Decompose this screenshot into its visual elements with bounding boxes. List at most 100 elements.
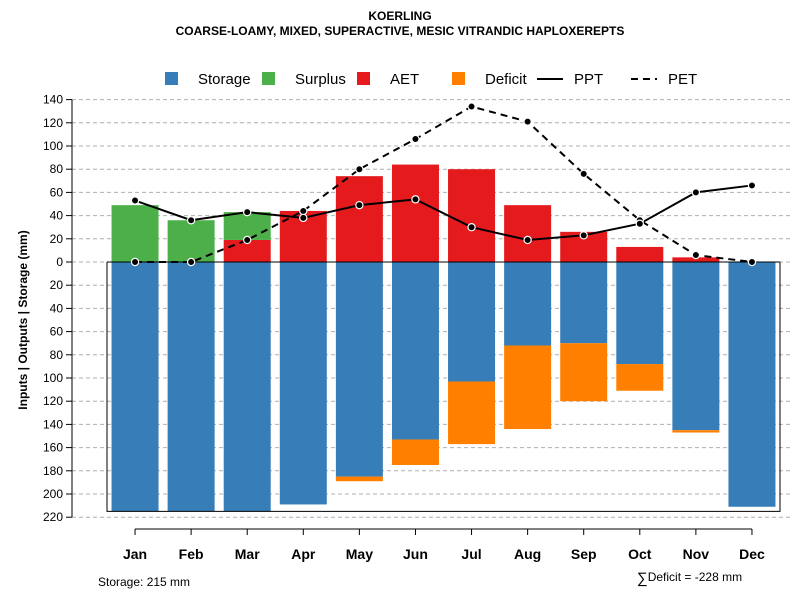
y-tick-label: 100 bbox=[43, 139, 63, 153]
deficit-bar bbox=[504, 345, 552, 430]
y-tick-label: 20 bbox=[50, 278, 64, 292]
ppt-point bbox=[579, 231, 588, 240]
pet-point bbox=[467, 102, 476, 111]
legend-swatch-storage bbox=[165, 72, 178, 85]
ppt-point bbox=[299, 213, 308, 223]
deficit-bar bbox=[616, 364, 664, 391]
storage-bar bbox=[616, 262, 664, 365]
surplus-bar bbox=[223, 212, 271, 240]
pet-point bbox=[747, 257, 757, 267]
ppt-point bbox=[243, 207, 252, 217]
y-tick-label: 160 bbox=[43, 441, 63, 455]
legend-label-deficit: Deficit bbox=[485, 71, 528, 88]
x-tick-label: Oct bbox=[628, 546, 652, 562]
deficit-bar bbox=[448, 381, 496, 445]
x-tick-label: Jul bbox=[461, 546, 481, 562]
plot-frame bbox=[106, 261, 781, 512]
pet-point bbox=[243, 235, 252, 245]
deficit-note: ∑Deficit = -228 mm bbox=[637, 570, 742, 587]
aet-bar bbox=[448, 169, 496, 262]
storage-bar bbox=[223, 262, 271, 512]
ppt-point bbox=[747, 181, 757, 190]
storage-bar bbox=[279, 262, 327, 505]
surplus-bar bbox=[111, 205, 159, 262]
x-tick-label: Aug bbox=[514, 546, 541, 562]
legend-swatch-aet bbox=[357, 72, 370, 85]
y-tick-label: 120 bbox=[43, 394, 63, 408]
x-tick-label: Jun bbox=[403, 546, 428, 562]
y-tick-label: 140 bbox=[43, 417, 63, 431]
x-tick-label: Mar bbox=[235, 546, 260, 562]
pet-point bbox=[411, 134, 420, 144]
y-tick-label: 80 bbox=[50, 348, 64, 362]
chart-title: KOERLING bbox=[368, 9, 432, 23]
ppt-point bbox=[523, 235, 532, 245]
deficit-bar bbox=[391, 439, 439, 465]
storage-bar bbox=[672, 262, 720, 431]
y-tick-label: 60 bbox=[50, 325, 64, 339]
pet-point bbox=[355, 164, 364, 174]
storage-bar bbox=[335, 262, 383, 477]
x-tick-label: Nov bbox=[683, 546, 710, 562]
legend-label-storage: Storage bbox=[198, 71, 251, 88]
chart-subtitle: COARSE-LOAMY, MIXED, SUPERACTIVE, MESIC … bbox=[175, 24, 625, 38]
y-tick-label: 120 bbox=[43, 116, 63, 130]
y-tick-label: 180 bbox=[43, 464, 63, 478]
ppt-point bbox=[130, 196, 140, 205]
y-tick-label: 0 bbox=[56, 255, 63, 269]
storage-bar bbox=[560, 262, 608, 344]
legend-swatch-surplus bbox=[262, 72, 275, 85]
ppt-point bbox=[635, 219, 644, 228]
x-tick-label: Feb bbox=[179, 546, 204, 562]
storage-bar bbox=[504, 262, 552, 346]
y-tick-label: 60 bbox=[50, 185, 64, 199]
storage-bar bbox=[448, 262, 496, 382]
y-tick-label: 100 bbox=[43, 371, 63, 385]
legend-label-aet: AET bbox=[390, 71, 419, 88]
storage-capacity-frame bbox=[106, 262, 781, 512]
aet-bar bbox=[223, 239, 271, 262]
x-tick-label: Apr bbox=[291, 546, 316, 562]
x-tick-label: Sep bbox=[571, 546, 597, 562]
aet-bar bbox=[335, 176, 383, 262]
deficit-bar bbox=[335, 476, 383, 482]
ppt-point bbox=[691, 188, 701, 197]
aet-bar bbox=[672, 257, 720, 262]
pet-point bbox=[523, 117, 532, 126]
legend-swatch-deficit bbox=[452, 72, 465, 85]
y-tick-label: 80 bbox=[50, 162, 64, 176]
ppt-point bbox=[411, 195, 420, 204]
storage-bar bbox=[391, 262, 439, 440]
bars bbox=[111, 164, 776, 512]
y-tick-label: 40 bbox=[50, 209, 64, 223]
lines bbox=[130, 102, 757, 267]
deficit-bar bbox=[560, 343, 608, 402]
sum-symbol: ∑ bbox=[637, 570, 648, 587]
y-tick-label: 40 bbox=[50, 301, 64, 315]
y-tick-label: 20 bbox=[50, 232, 64, 246]
pet-point bbox=[186, 257, 196, 267]
storage-note: Storage: 215 mm bbox=[98, 575, 191, 589]
deficit-note-text: Deficit = -228 mm bbox=[647, 570, 743, 584]
x-tick-label: Dec bbox=[739, 546, 765, 562]
x-tick-label: May bbox=[346, 546, 373, 562]
deficit-bar bbox=[672, 430, 720, 433]
ppt-point bbox=[467, 222, 476, 232]
y-axis-title: Inputs | Outputs | Storage (mm) bbox=[16, 230, 30, 409]
pet-point bbox=[130, 257, 140, 267]
pet-point bbox=[579, 169, 588, 179]
pet-point bbox=[299, 206, 308, 216]
ppt-point bbox=[186, 216, 196, 225]
storage-bar bbox=[167, 262, 215, 512]
legend-label-pet: PET bbox=[668, 71, 697, 88]
legend-label-surplus: Surplus bbox=[295, 71, 346, 88]
axes: 1401201008060402002040608010012014016018… bbox=[16, 93, 765, 562]
aet-bar bbox=[391, 164, 439, 262]
x-tick-label: Jan bbox=[123, 546, 147, 562]
pet-point bbox=[691, 250, 701, 260]
ppt-point bbox=[355, 200, 364, 210]
aet-bar bbox=[616, 246, 664, 262]
y-tick-label: 220 bbox=[43, 510, 63, 524]
y-tick-label: 200 bbox=[43, 487, 63, 501]
